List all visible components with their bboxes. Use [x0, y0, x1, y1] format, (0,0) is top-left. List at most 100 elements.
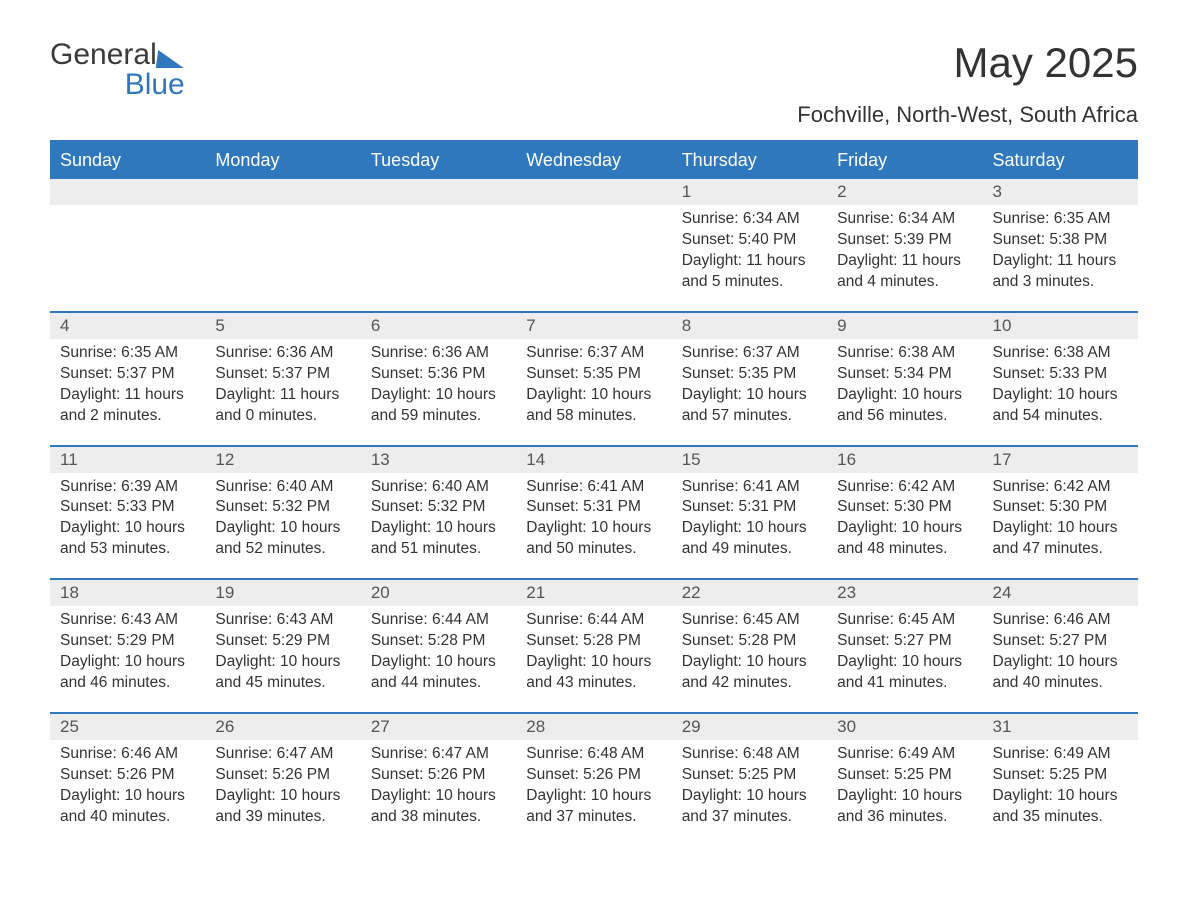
day-number: 11: [50, 447, 205, 473]
day-body: Sunrise: 6:36 AMSunset: 5:37 PMDaylight:…: [205, 343, 360, 427]
sunset-text: Sunset: 5:29 PM: [215, 631, 350, 652]
brand-part1: General: [50, 38, 157, 71]
sunset-text: Sunset: 5:36 PM: [371, 364, 506, 385]
sunset-text: Sunset: 5:32 PM: [215, 497, 350, 518]
day-cell: [361, 179, 516, 311]
daylight-text: Daylight: 10 hours and 40 minutes.: [993, 652, 1128, 694]
daylight-text: Daylight: 11 hours and 2 minutes.: [60, 385, 195, 427]
dow-cell: Tuesday: [361, 142, 516, 179]
sunset-text: Sunset: 5:33 PM: [993, 364, 1128, 385]
day-cell: 13Sunrise: 6:40 AMSunset: 5:32 PMDayligh…: [361, 447, 516, 579]
sunset-text: Sunset: 5:40 PM: [682, 230, 817, 251]
day-number: 19: [205, 580, 360, 606]
day-number: 22: [672, 580, 827, 606]
day-body: Sunrise: 6:40 AMSunset: 5:32 PMDaylight:…: [205, 477, 360, 561]
day-number: 16: [827, 447, 982, 473]
day-body: Sunrise: 6:43 AMSunset: 5:29 PMDaylight:…: [205, 610, 360, 694]
day-number: 20: [361, 580, 516, 606]
daylight-text: Daylight: 10 hours and 54 minutes.: [993, 385, 1128, 427]
daylight-text: Daylight: 10 hours and 53 minutes.: [60, 518, 195, 560]
daylight-text: Daylight: 10 hours and 37 minutes.: [526, 786, 661, 828]
location-subtitle: Fochville, North-West, South Africa: [797, 102, 1138, 128]
sunset-text: Sunset: 5:39 PM: [837, 230, 972, 251]
daylight-text: Daylight: 11 hours and 4 minutes.: [837, 251, 972, 293]
day-number: 4: [50, 313, 205, 339]
day-body: Sunrise: 6:34 AMSunset: 5:39 PMDaylight:…: [827, 209, 982, 293]
week-row: 18Sunrise: 6:43 AMSunset: 5:29 PMDayligh…: [50, 578, 1138, 712]
daylight-text: Daylight: 11 hours and 3 minutes.: [993, 251, 1128, 293]
day-cell: 27Sunrise: 6:47 AMSunset: 5:26 PMDayligh…: [361, 714, 516, 846]
day-number: 31: [983, 714, 1138, 740]
daylight-text: Daylight: 10 hours and 50 minutes.: [526, 518, 661, 560]
day-body: Sunrise: 6:37 AMSunset: 5:35 PMDaylight:…: [516, 343, 671, 427]
sunrise-text: Sunrise: 6:47 AM: [371, 744, 506, 765]
day-body: Sunrise: 6:37 AMSunset: 5:35 PMDaylight:…: [672, 343, 827, 427]
week-row: 11Sunrise: 6:39 AMSunset: 5:33 PMDayligh…: [50, 445, 1138, 579]
day-cell: 2Sunrise: 6:34 AMSunset: 5:39 PMDaylight…: [827, 179, 982, 311]
sunrise-text: Sunrise: 6:43 AM: [215, 610, 350, 631]
daylight-text: Daylight: 10 hours and 56 minutes.: [837, 385, 972, 427]
daylight-text: Daylight: 11 hours and 5 minutes.: [682, 251, 817, 293]
day-cell: 30Sunrise: 6:49 AMSunset: 5:25 PMDayligh…: [827, 714, 982, 846]
day-body: Sunrise: 6:48 AMSunset: 5:25 PMDaylight:…: [672, 744, 827, 828]
day-number: 14: [516, 447, 671, 473]
day-cell: 17Sunrise: 6:42 AMSunset: 5:30 PMDayligh…: [983, 447, 1138, 579]
day-cell: 1 Sunrise: 6:34 AMSunset: 5:40 PMDaylight…: [672, 179, 827, 311]
sunset-text: Sunset: 5:31 PM: [526, 497, 661, 518]
brand-text: General Blue: [50, 40, 185, 100]
daylight-text: Daylight: 10 hours and 35 minutes.: [993, 786, 1128, 828]
sunset-text: Sunset: 5:26 PM: [60, 765, 195, 786]
sunset-text: Sunset: 5:26 PM: [526, 765, 661, 786]
day-cell: 10Sunrise: 6:38 AMSunset: 5:33 PMDayligh…: [983, 313, 1138, 445]
day-body: Sunrise: 6:48 AMSunset: 5:26 PMDaylight:…: [516, 744, 671, 828]
day-body: Sunrise: 6:49 AMSunset: 5:25 PMDaylight:…: [983, 744, 1138, 828]
sunrise-text: Sunrise: 6:42 AM: [993, 477, 1128, 498]
day-cell: 12 Sunrise: 6:40 AMSunset: 5:32 PMDayligh…: [205, 447, 360, 579]
dow-cell: Thursday: [672, 142, 827, 179]
sunrise-text: Sunrise: 6:44 AM: [526, 610, 661, 631]
day-cell: 24Sunrise: 6:46 AMSunset: 5:27 PMDayligh…: [983, 580, 1138, 712]
daylight-text: Daylight: 10 hours and 58 minutes.: [526, 385, 661, 427]
dow-cell: Friday: [827, 142, 982, 179]
daylight-text: Daylight: 10 hours and 44 minutes.: [371, 652, 506, 694]
sunrise-text: Sunrise: 6:34 AM: [682, 209, 817, 230]
sunset-text: Sunset: 5:28 PM: [682, 631, 817, 652]
day-cell: 7 Sunrise: 6:37 AMSunset: 5:35 PMDaylight…: [516, 313, 671, 445]
sunrise-text: Sunrise: 6:40 AM: [371, 477, 506, 498]
daylight-text: Daylight: 10 hours and 52 minutes.: [215, 518, 350, 560]
day-cell: 19 Sunrise: 6:43 AMSunset: 5:29 PMDayligh…: [205, 580, 360, 712]
day-body: Sunrise: 6:44 AMSunset: 5:28 PMDaylight:…: [361, 610, 516, 694]
sunset-text: Sunset: 5:29 PM: [60, 631, 195, 652]
day-body: Sunrise: 6:36 AMSunset: 5:36 PMDaylight:…: [361, 343, 516, 427]
sunset-text: Sunset: 5:37 PM: [60, 364, 195, 385]
day-cell: 4 Sunrise: 6:35 AMSunset: 5:37 PMDaylight…: [50, 313, 205, 445]
day-body: Sunrise: 6:35 AMSunset: 5:37 PMDaylight:…: [50, 343, 205, 427]
sunset-text: Sunset: 5:38 PM: [993, 230, 1128, 251]
days-of-week-header: SundayMondayTuesdayWednesdayThursdayFrid…: [50, 142, 1138, 179]
day-cell: 22Sunrise: 6:45 AMSunset: 5:28 PMDayligh…: [672, 580, 827, 712]
sunset-text: Sunset: 5:26 PM: [371, 765, 506, 786]
day-body: Sunrise: 6:45 AMSunset: 5:27 PMDaylight:…: [827, 610, 982, 694]
day-body: Sunrise: 6:44 AMSunset: 5:28 PMDaylight:…: [516, 610, 671, 694]
day-body: Sunrise: 6:46 AMSunset: 5:26 PMDaylight:…: [50, 744, 205, 828]
day-number: 7: [516, 313, 671, 339]
sunset-text: Sunset: 5:28 PM: [526, 631, 661, 652]
day-cell: [50, 179, 205, 311]
day-body: Sunrise: 6:38 AMSunset: 5:34 PMDaylight:…: [827, 343, 982, 427]
daylight-text: Daylight: 10 hours and 51 minutes.: [371, 518, 506, 560]
day-cell: 29Sunrise: 6:48 AMSunset: 5:25 PMDayligh…: [672, 714, 827, 846]
day-number: 8: [672, 313, 827, 339]
day-number: 1: [672, 179, 827, 205]
day-number: 6: [361, 313, 516, 339]
sunrise-text: Sunrise: 6:37 AM: [526, 343, 661, 364]
day-number: [50, 179, 205, 205]
day-cell: [516, 179, 671, 311]
sunrise-text: Sunrise: 6:49 AM: [993, 744, 1128, 765]
day-number: 12: [205, 447, 360, 473]
dow-cell: Wednesday: [516, 142, 671, 179]
day-cell: 16Sunrise: 6:42 AMSunset: 5:30 PMDayligh…: [827, 447, 982, 579]
sunset-text: Sunset: 5:25 PM: [993, 765, 1128, 786]
sunrise-text: Sunrise: 6:46 AM: [993, 610, 1128, 631]
sunrise-text: Sunrise: 6:38 AM: [993, 343, 1128, 364]
daylight-text: Daylight: 10 hours and 47 minutes.: [993, 518, 1128, 560]
